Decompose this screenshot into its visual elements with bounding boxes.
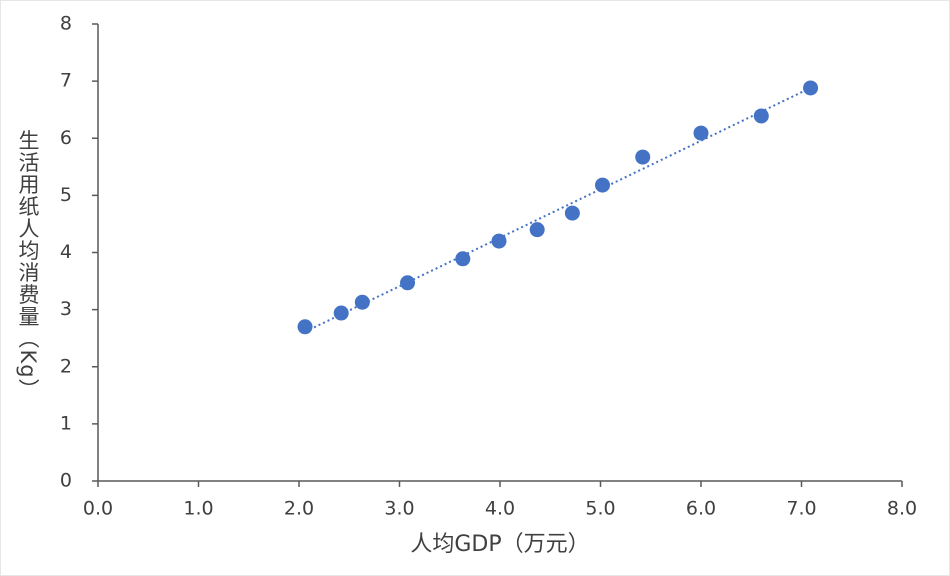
point — [564, 205, 580, 221]
y-tick-label: 7 — [60, 70, 72, 92]
trendline — [304, 87, 811, 333]
point — [455, 251, 471, 267]
x-tick-label: 2.0 — [284, 498, 314, 520]
x-tick-label: 3.0 — [384, 498, 414, 520]
y-axis-label: 生活用纸人均消费量（Kg） — [16, 129, 40, 400]
x-tick-label: 4.0 — [485, 498, 515, 520]
point — [491, 233, 507, 249]
point — [693, 125, 709, 141]
point — [753, 108, 769, 124]
y-tick-label: 4 — [60, 241, 72, 263]
y-tick-label: 1 — [60, 412, 72, 434]
x-tick-label: 6.0 — [686, 498, 716, 520]
y-tick-label: 6 — [60, 127, 72, 149]
x-tick-label: 5.0 — [585, 498, 615, 520]
point — [595, 177, 611, 193]
point — [529, 222, 545, 238]
x-tick-label: 7.0 — [786, 498, 816, 520]
y-tick-label: 5 — [60, 184, 72, 206]
point — [333, 305, 349, 321]
point — [297, 319, 313, 335]
y-tick-label: 2 — [60, 355, 72, 377]
x-tick-label: 1.0 — [183, 498, 213, 520]
point — [635, 149, 651, 165]
point — [354, 294, 370, 310]
y-tick-label: 0 — [60, 470, 72, 492]
point — [400, 275, 416, 291]
point — [803, 80, 819, 96]
x-axis-label: 人均GDP（万元） — [410, 532, 589, 557]
y-tick-label: 8 — [60, 13, 72, 35]
x-tick-label: 8.0 — [887, 498, 917, 520]
x-tick-label: 0.0 — [83, 498, 113, 520]
y-tick-label: 3 — [60, 298, 72, 320]
